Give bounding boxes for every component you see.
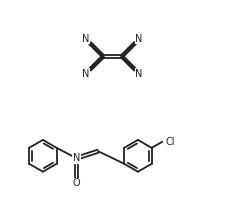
Text: N: N: [135, 69, 143, 79]
Text: N: N: [82, 69, 90, 79]
Text: Cl: Cl: [166, 137, 175, 147]
Text: O: O: [73, 178, 80, 188]
Text: N: N: [82, 34, 90, 44]
Text: N: N: [135, 34, 143, 44]
Text: N: N: [73, 153, 80, 163]
